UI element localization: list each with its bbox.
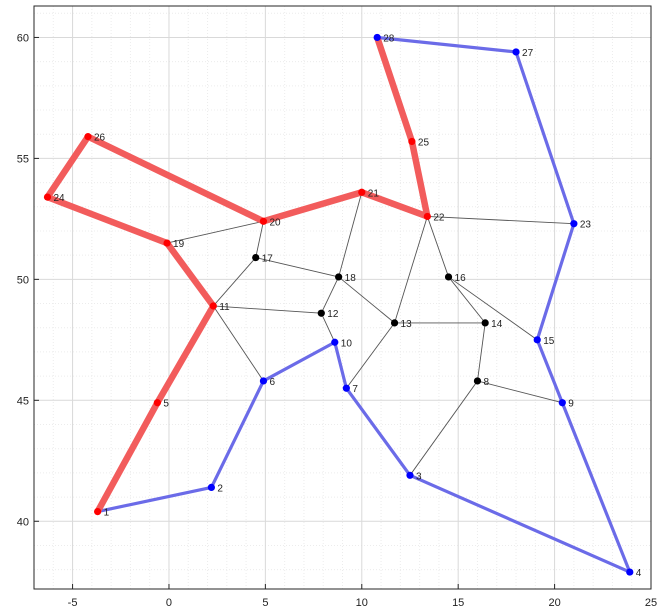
y-tick-label: 50 (17, 274, 29, 286)
edge-17-11 (212, 257, 257, 307)
node-13-label: 13 (401, 319, 413, 330)
node-26-point (84, 133, 92, 141)
node-16-label: 16 (455, 273, 467, 284)
node-12-label: 12 (327, 309, 339, 320)
node-12-point (317, 309, 325, 317)
node-20-point (259, 217, 268, 225)
y-tick-label: 40 (17, 516, 29, 528)
node-17-point (252, 253, 260, 262)
y-axis-ticks: 40 45 50 55 60 (17, 32, 39, 528)
edge-17-18 (255, 257, 339, 278)
edge-13-22 (394, 216, 428, 324)
y-tick-label: 60 (17, 32, 29, 44)
node-8-label: 8 (483, 377, 489, 388)
x-axis-ticks: -5 0 5 10 15 20 25 (68, 584, 657, 609)
node-24-label: 24 (53, 193, 65, 204)
node-5-point (153, 399, 161, 407)
node-5-label: 5 (163, 399, 169, 410)
node-19-point (163, 239, 171, 247)
node-20-label: 20 (269, 217, 281, 228)
node-18-point (335, 273, 343, 281)
node-2-point (207, 483, 215, 491)
node-10-point (331, 338, 339, 346)
node-24-point (43, 193, 52, 201)
node-21-point (358, 188, 366, 196)
y-tick-label: 45 (17, 395, 29, 407)
edge-20-17 (255, 221, 264, 258)
node-9-point (558, 399, 566, 407)
x-tick-label: 0 (166, 597, 172, 609)
edge-8-3 (409, 380, 478, 476)
node-28-label: 28 (383, 33, 395, 44)
edge-12-18 (320, 276, 340, 314)
node-3-label: 3 (416, 471, 422, 482)
edge-13-7 (345, 322, 395, 389)
edge-14-8 (477, 322, 486, 382)
node-9-label: 9 (568, 399, 574, 410)
node-19-label: 19 (173, 239, 185, 250)
node-10-label: 10 (341, 338, 353, 349)
node-25-point (408, 137, 416, 146)
node-28-point (373, 33, 381, 42)
node-27-point (512, 48, 520, 56)
graph-edges (166, 192, 574, 476)
node-13-point (390, 319, 399, 327)
node-23-label: 23 (580, 220, 592, 231)
node-14-label: 14 (491, 319, 503, 330)
node-23-point (570, 220, 578, 228)
node-16-point (444, 273, 453, 281)
node-15-label: 15 (543, 336, 555, 347)
edge-16-22 (426, 216, 449, 278)
edge-8-9 (477, 380, 563, 404)
node-26-label: 26 (94, 133, 106, 144)
node-1-point (94, 507, 102, 516)
edge-18-13 (338, 276, 395, 324)
node-15-point (533, 336, 541, 344)
node-3-point (406, 471, 414, 479)
node-27-label: 27 (522, 48, 534, 59)
edge-11-6 (212, 305, 264, 382)
node-11-point (209, 302, 217, 310)
axes-box (33, 5, 652, 590)
edge-22-23 (427, 216, 574, 225)
x-tick-label: 20 (548, 597, 560, 609)
x-tick-label: 5 (262, 597, 268, 609)
edge-11-12 (213, 305, 322, 314)
y-tick-label: 55 (17, 153, 29, 165)
x-tick-label: 15 (452, 597, 464, 609)
node-1-label: 1 (104, 508, 110, 519)
node-4-label: 4 (636, 568, 642, 579)
node-7-label: 7 (352, 384, 358, 395)
edge-14-16 (448, 276, 486, 324)
blue-route-line (96, 35, 632, 574)
node-22-point (423, 212, 431, 221)
edge-16-15 (448, 276, 538, 341)
node-18-label: 18 (345, 273, 357, 284)
edge-18-21 (338, 192, 363, 278)
edge-19-20 (166, 220, 264, 244)
node-17-label: 17 (262, 254, 274, 265)
node-4-point (626, 568, 634, 576)
edge-12-10 (320, 313, 336, 343)
node-25-label: 25 (418, 137, 430, 148)
node-21-label: 21 (368, 188, 380, 199)
node-2-label: 2 (217, 483, 223, 494)
node-6-point (259, 377, 268, 385)
x-tick-label: 10 (356, 597, 368, 609)
node-11-label: 11 (219, 302, 230, 313)
x-tick-label: -5 (68, 597, 78, 609)
node-6-label: 6 (269, 377, 275, 388)
graph-nodes (43, 33, 634, 576)
node-8-point (473, 377, 482, 385)
node-7-point (342, 384, 350, 392)
node-22-label: 22 (433, 212, 445, 223)
node-14-point (481, 319, 489, 327)
x-tick-label: 25 (645, 597, 657, 609)
